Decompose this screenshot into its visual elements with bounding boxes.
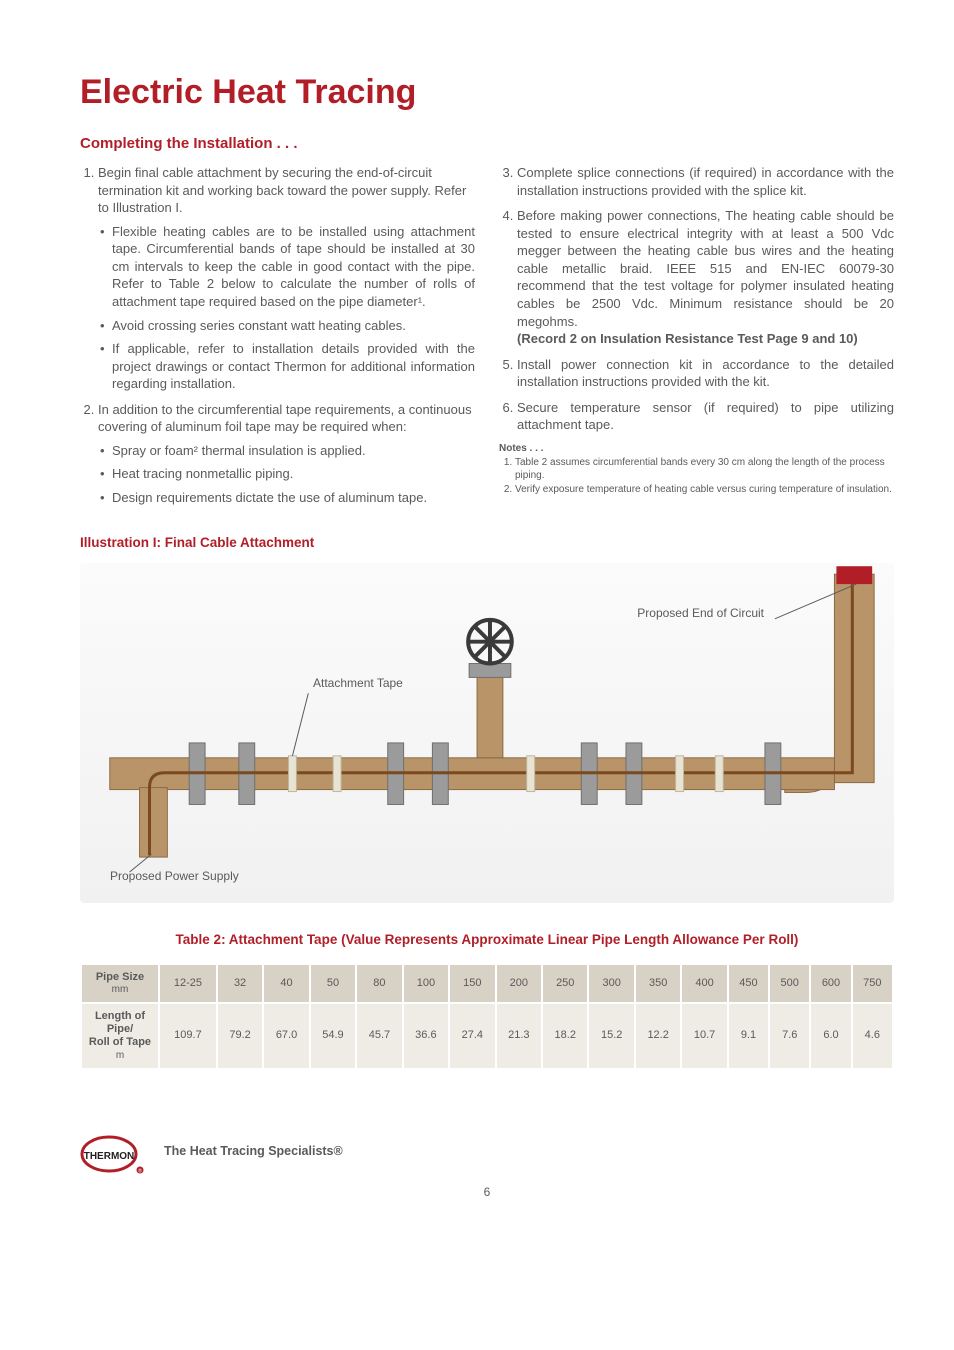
table2-pipesize-cell: 250 — [542, 964, 588, 1003]
callout-power-supply: Proposed Power Supply — [110, 868, 239, 884]
step-2: In addition to the circumferential tape … — [98, 401, 475, 507]
page-number: 6 — [80, 1184, 894, 1200]
table2-pipesize-cell: 600 — [810, 964, 851, 1003]
table2-pipesize-cell: 500 — [769, 964, 810, 1003]
illustration-title: Illustration I: Final Cable Attachment — [80, 534, 894, 552]
table2-length-cell: 18.2 — [542, 1003, 588, 1069]
svg-text:THERMON: THERMON — [84, 1151, 135, 1162]
step-1-bullet-1: Flexible heating cables are to be instal… — [100, 223, 475, 311]
step-1-lead: Begin final cable attachment by securing… — [98, 165, 466, 215]
table2-length-cell: 45.7 — [356, 1003, 402, 1069]
callout-attachment-tape: Attachment Tape — [313, 675, 403, 691]
step-2-bullet-3: Design requirements dictate the use of a… — [100, 489, 475, 507]
step-1-bullet-2: Avoid crossing series constant watt heat… — [100, 317, 475, 335]
left-column: Begin final cable attachment by securing… — [80, 164, 475, 514]
table2-row1-label: Pipe Size mm — [81, 964, 159, 1003]
notes-heading: Notes . . . — [499, 442, 894, 456]
table2-pipesize-cell: 150 — [449, 964, 495, 1003]
pipe-size-unit: mm — [84, 984, 156, 996]
table2-pipesize-cell: 12-25 — [159, 964, 217, 1003]
step-4-record: (Record 2 on Insulation Resistance Test … — [517, 331, 858, 346]
step-2-lead: In addition to the circumferential tape … — [98, 402, 472, 435]
table2-data-row: Length of Pipe/ Roll of Tape m 109.779.2… — [81, 1003, 893, 1069]
table2-pipesize-cell: 80 — [356, 964, 402, 1003]
table2-length-cell: 9.1 — [728, 1003, 769, 1069]
pipe-size-label: Pipe Size — [96, 971, 144, 983]
section-heading: Completing the Installation . . . — [80, 134, 894, 154]
table2-pipesize-cell: 400 — [681, 964, 727, 1003]
step-3: Complete splice connections (if required… — [517, 164, 894, 199]
table2-pipesize-cell: 40 — [263, 964, 309, 1003]
table2-length-cell: 21.3 — [496, 1003, 542, 1069]
table2-length-cell: 10.7 — [681, 1003, 727, 1069]
pipe-diagram-svg — [80, 563, 894, 903]
table2-pipesize-cell: 300 — [588, 964, 634, 1003]
step-1: Begin final cable attachment by securing… — [98, 164, 475, 393]
table2-length-cell: 6.0 — [810, 1003, 851, 1069]
table2-pipesize-cell: 32 — [217, 964, 263, 1003]
table2-length-cell: 79.2 — [217, 1003, 263, 1069]
table2-length-cell: 54.9 — [310, 1003, 356, 1069]
step-2-bullet-2: Heat tracing nonmetallic piping. — [100, 465, 475, 483]
thermon-logo: THERMON ® — [80, 1130, 150, 1174]
table2-length-cell: 109.7 — [159, 1003, 217, 1069]
illustration-i: Attachment Tape Proposed End of Circuit … — [80, 563, 894, 903]
table2-pipesize-cell: 200 — [496, 964, 542, 1003]
table2-pipesize-cell: 350 — [635, 964, 681, 1003]
table2-header-row: Pipe Size mm 12-253240508010015020025030… — [81, 964, 893, 1003]
step-4: Before making power connections, The hea… — [517, 207, 894, 347]
table2-pipesize-cell: 750 — [852, 964, 893, 1003]
footer-tagline: The Heat Tracing Specialists® — [164, 1143, 343, 1160]
table2-length-cell: 15.2 — [588, 1003, 634, 1069]
length-label: Length of Pipe/ Roll of Tape — [89, 1010, 151, 1048]
table2-length-cell: 27.4 — [449, 1003, 495, 1069]
table2-pipesize-cell: 50 — [310, 964, 356, 1003]
table2-length-cell: 36.6 — [403, 1003, 449, 1069]
table2-length-cell: 7.6 — [769, 1003, 810, 1069]
table2-length-cell: 4.6 — [852, 1003, 893, 1069]
step-2-bullet-1: Spray or foam² thermal insulation is app… — [100, 442, 475, 460]
note-1: Table 2 assumes circumferential bands ev… — [515, 457, 894, 482]
table2: Pipe Size mm 12-253240508010015020025030… — [80, 963, 894, 1070]
callout-end-of-circuit: Proposed End of Circuit — [637, 605, 764, 621]
page-title: Electric Heat Tracing — [80, 70, 894, 116]
page-footer: THERMON ® The Heat Tracing Specialists® — [80, 1130, 894, 1174]
table2-pipesize-cell: 450 — [728, 964, 769, 1003]
table2-length-cell: 12.2 — [635, 1003, 681, 1069]
step-1-bullet-3: If applicable, refer to installation det… — [100, 340, 475, 393]
right-column: Complete splice connections (if required… — [499, 164, 894, 514]
table2-pipesize-cell: 100 — [403, 964, 449, 1003]
table2-row2-label: Length of Pipe/ Roll of Tape m — [81, 1003, 159, 1069]
svg-text:®: ® — [138, 1167, 142, 1174]
note-2: Verify exposure temperature of heating c… — [515, 484, 894, 497]
table2-title: Table 2: Attachment Tape (Value Represen… — [80, 931, 894, 949]
step-4-body: Before making power connections, The hea… — [517, 208, 894, 328]
step-6: Secure temperature sensor (if required) … — [517, 399, 894, 434]
length-unit: m — [84, 1050, 156, 1062]
step-5: Install power connection kit in accordan… — [517, 356, 894, 391]
table2-length-cell: 67.0 — [263, 1003, 309, 1069]
